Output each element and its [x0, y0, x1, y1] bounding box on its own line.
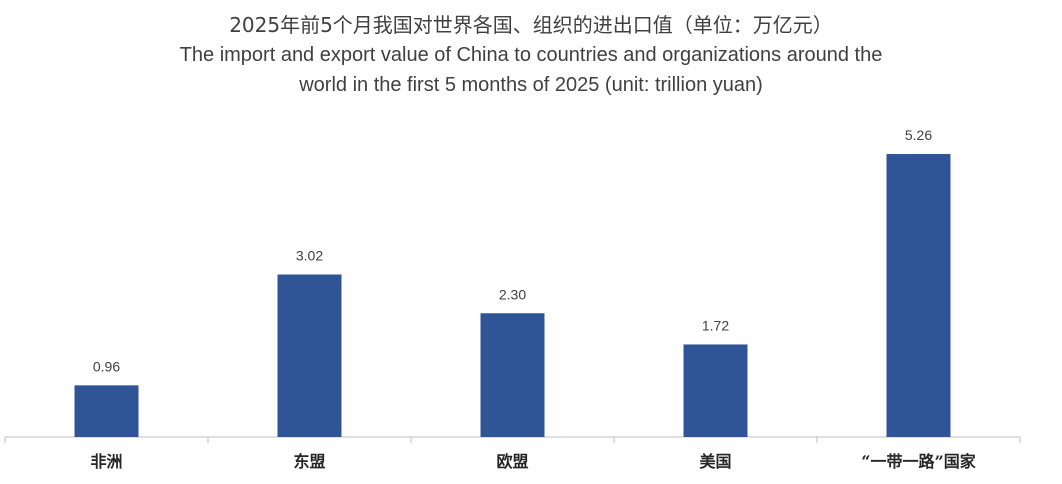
category-label: 东盟: [293, 452, 325, 471]
chart-subtitle-line-2: world in the first 5 months of 2025 (uni…: [299, 74, 763, 96]
data-label: 1.72: [702, 317, 729, 333]
chart-title: 2025年前5个月我国对世界各国、组织的进出口值（单位：万亿元）: [229, 13, 833, 37]
bar: [277, 274, 342, 437]
bar: [74, 385, 139, 437]
chart-title-block: 2025年前5个月我国对世界各国、组织的进出口值（单位：万亿元） The imp…: [0, 10, 1062, 100]
category-label: 欧盟: [496, 452, 528, 471]
category-label: “一带一路”国家: [861, 452, 976, 471]
category-label: 非洲: [90, 452, 122, 471]
data-label: 2.30: [499, 286, 526, 302]
bar: [480, 313, 545, 437]
bar: [683, 344, 748, 437]
category-label: 美国: [699, 452, 731, 471]
data-label: 0.96: [93, 358, 120, 374]
data-label: 5.26: [905, 127, 932, 143]
data-label: 3.02: [296, 248, 323, 264]
chart-subtitle-line-1: The import and export value of China to …: [179, 44, 883, 66]
bar: [886, 154, 951, 437]
